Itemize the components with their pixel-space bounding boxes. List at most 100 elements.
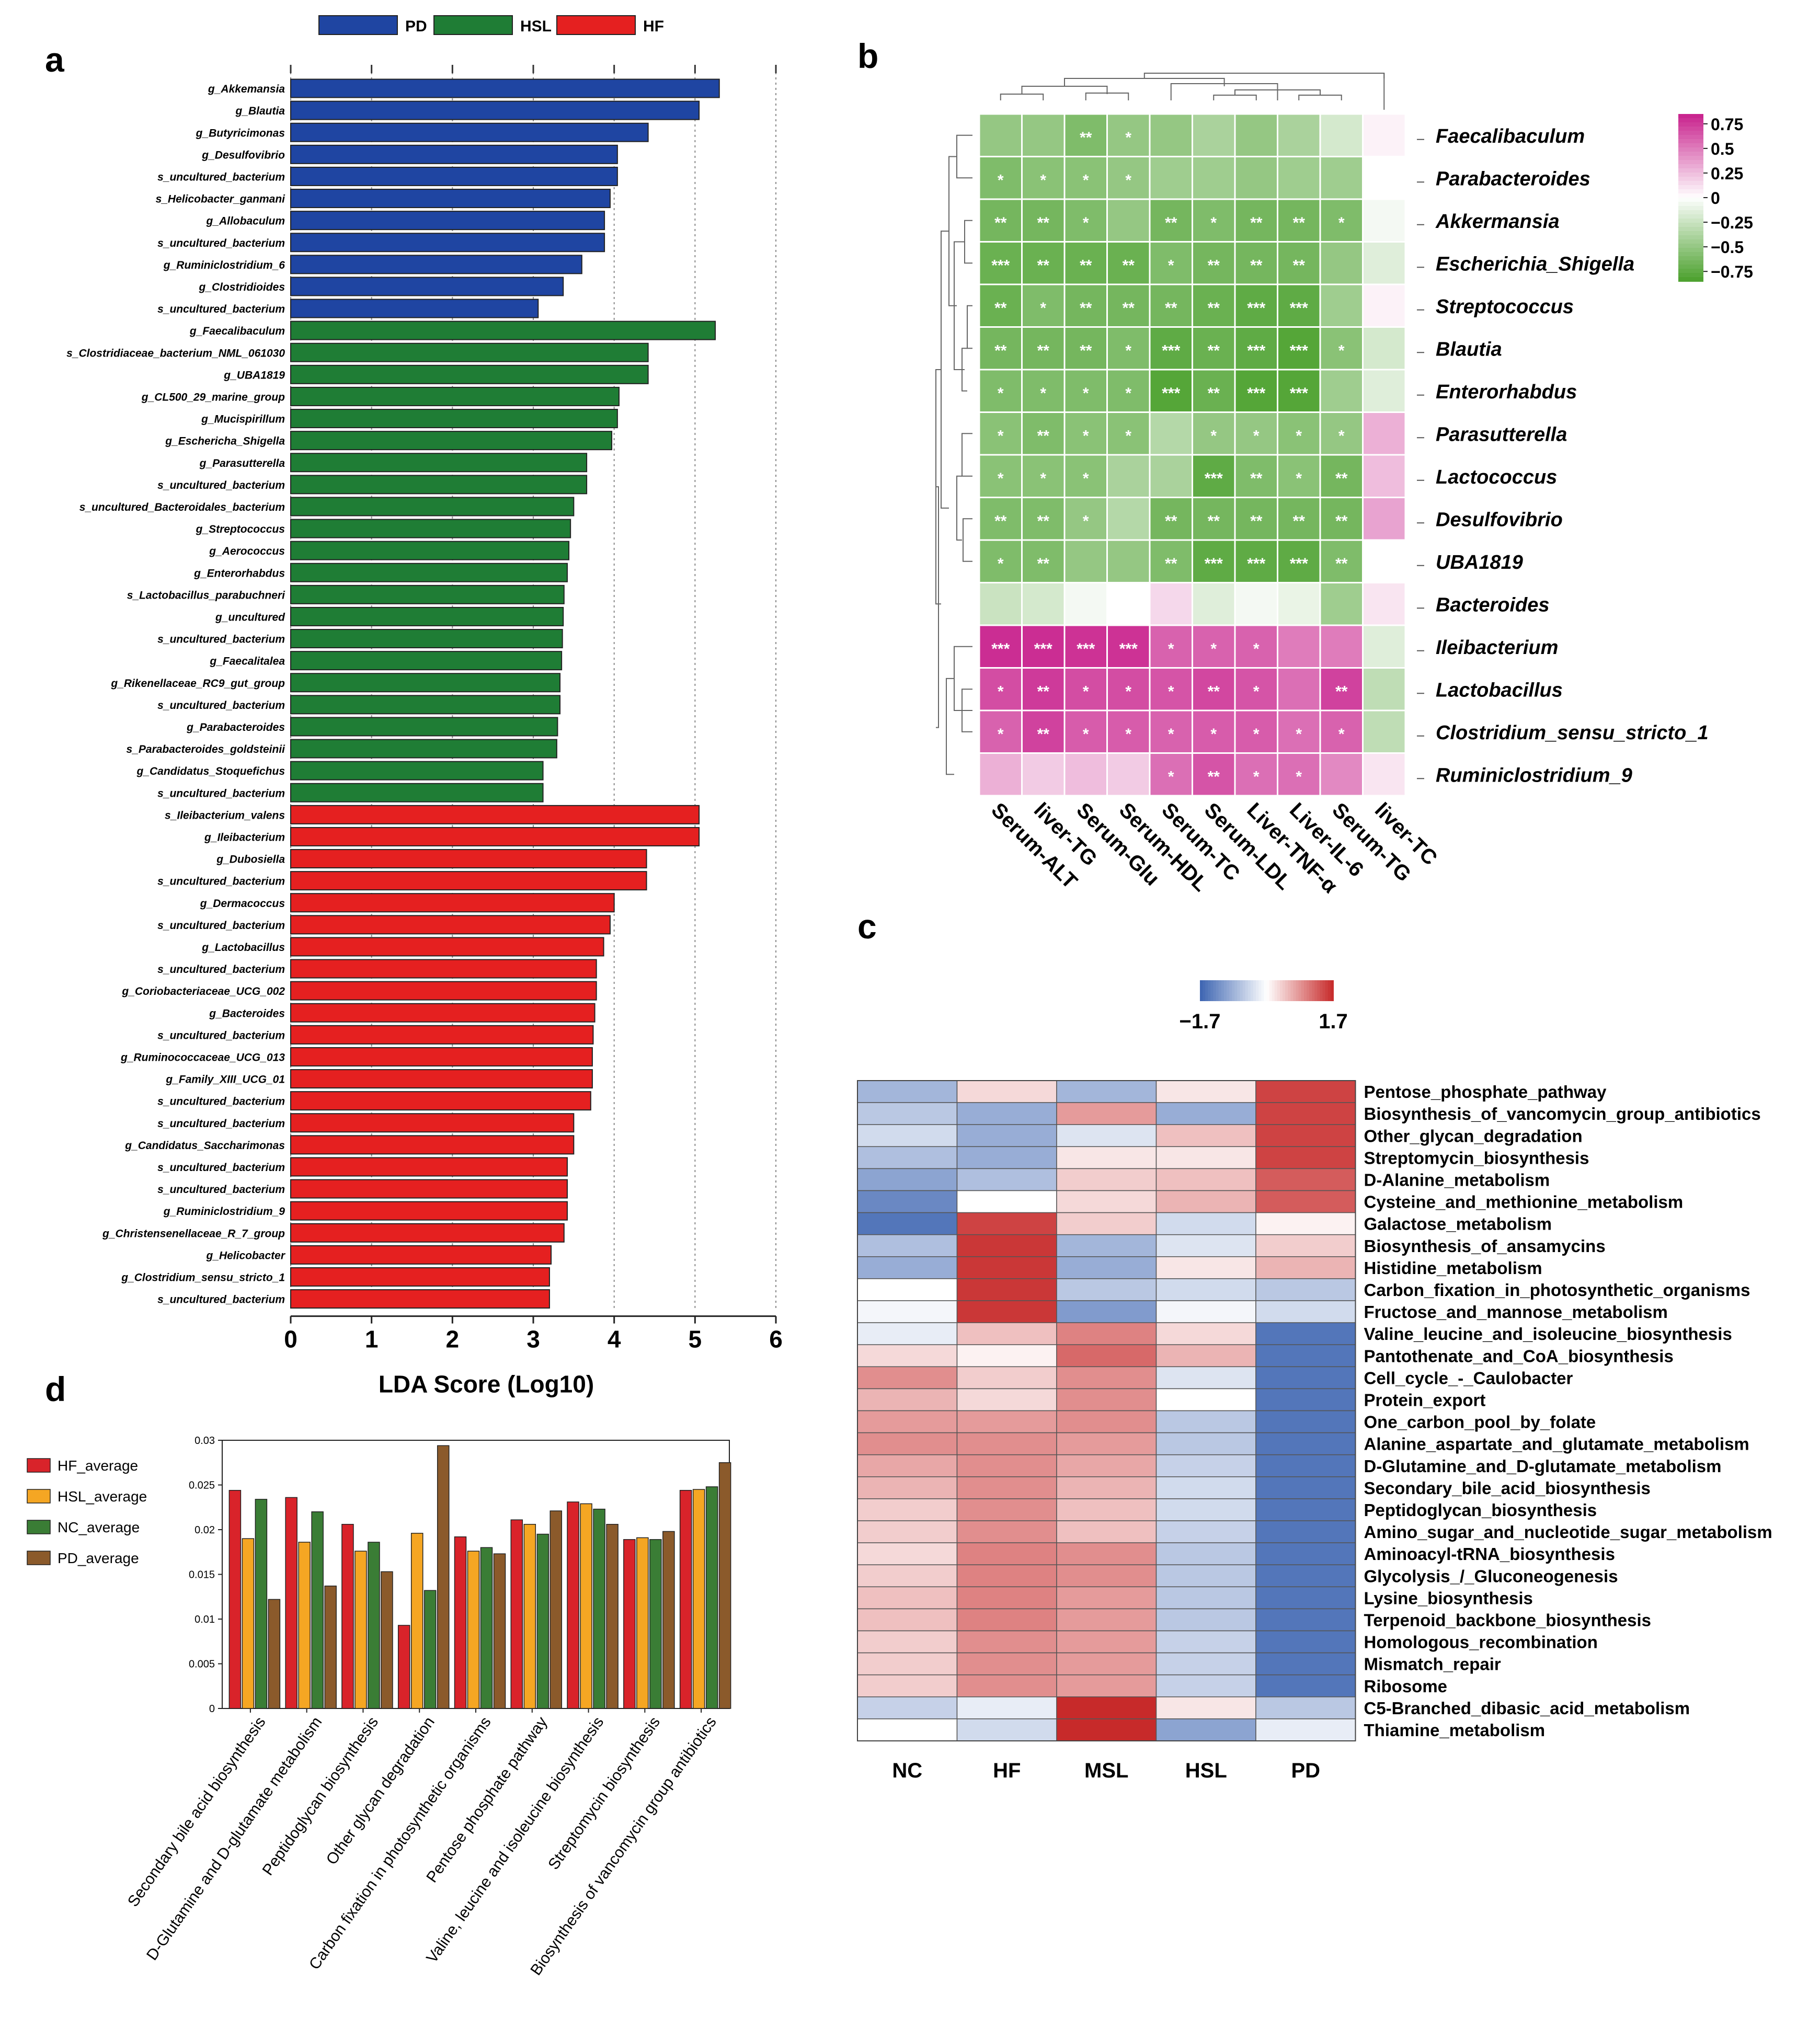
corr-cell bbox=[1063, 582, 1108, 626]
pathway-cell bbox=[1155, 1190, 1256, 1213]
taxon-label: g_Faecalitalea bbox=[209, 656, 285, 668]
pathway-cell bbox=[956, 1498, 1057, 1521]
pathway-cell bbox=[1255, 1652, 1356, 1676]
legend-max-label: 1.7 bbox=[1319, 1010, 1348, 1033]
legend-gradient-step bbox=[1678, 143, 1703, 148]
pathway-cell bbox=[1056, 1278, 1157, 1301]
pathway-cell bbox=[1056, 1190, 1157, 1213]
taxon-label: s_uncultured_bacterium bbox=[157, 1294, 285, 1306]
taxon-label: g_Ruminococcaceae_UCG_013 bbox=[120, 1051, 285, 1063]
legend-swatch-hf_average bbox=[27, 1458, 51, 1473]
legend-gradient-step bbox=[1678, 210, 1703, 215]
significance-mark: * bbox=[1338, 427, 1345, 444]
corr-cell bbox=[1149, 198, 1193, 243]
significance-mark: ** bbox=[1123, 257, 1135, 274]
legend-gradient-step bbox=[1237, 980, 1241, 1001]
taxon-label: s_uncultured_bacterium bbox=[157, 1118, 285, 1130]
bar-hsl_average bbox=[242, 1538, 255, 1709]
pathway-cell bbox=[1155, 1234, 1256, 1257]
heatmap-border bbox=[857, 1080, 1356, 1741]
significance-mark: * bbox=[1210, 640, 1217, 658]
significance-mark: ** bbox=[1165, 555, 1177, 572]
significance-mark: * bbox=[1083, 214, 1089, 232]
corr-cell bbox=[1234, 667, 1278, 712]
pathway-cell bbox=[1255, 1344, 1356, 1368]
pathway-cell bbox=[1155, 1388, 1256, 1412]
pathway-cell bbox=[857, 1234, 958, 1257]
corr-cell bbox=[1362, 709, 1406, 754]
col-dendrogram-link bbox=[1143, 73, 1385, 78]
lda-bar bbox=[290, 299, 539, 318]
corr-cell bbox=[978, 283, 1023, 328]
legend-swatch-pd bbox=[318, 15, 398, 35]
legend-tick-label: −0.75 bbox=[1711, 262, 1753, 281]
panel-label-b: b bbox=[857, 37, 878, 75]
legend-gradient-step bbox=[1327, 980, 1331, 1001]
pathway-cell bbox=[1056, 1300, 1157, 1323]
y-tick-label: 0.01 bbox=[194, 1614, 215, 1625]
corr-cell bbox=[1149, 241, 1193, 285]
significance-mark: * bbox=[1125, 342, 1131, 359]
legend-gradient-step bbox=[1678, 131, 1703, 135]
legend-swatch-hsl_average bbox=[27, 1489, 51, 1504]
significance-mark: * bbox=[1125, 385, 1131, 402]
corr-cell bbox=[1063, 667, 1108, 712]
corr-cell bbox=[1063, 283, 1108, 328]
pathway-cell bbox=[1056, 1454, 1157, 1477]
bar-nc_average bbox=[705, 1486, 718, 1709]
legend-gradient-step bbox=[1285, 980, 1289, 1001]
taxon-label: s_Lactobacillus_parabuchneri bbox=[127, 589, 285, 601]
significance-mark: * bbox=[1083, 385, 1089, 402]
corr-cell bbox=[1063, 539, 1108, 583]
corr-cell bbox=[1106, 497, 1151, 541]
corr-cell bbox=[1234, 454, 1278, 498]
row-label: Ileibacterium bbox=[1436, 637, 1558, 659]
significance-mark: * bbox=[998, 385, 1004, 402]
legend-gradient-step bbox=[1678, 239, 1703, 244]
legend-label-hf_average: HF_average bbox=[58, 1458, 138, 1474]
taxon-label: s_uncultured_bacterium bbox=[157, 876, 285, 888]
pathway-cell bbox=[1155, 1498, 1256, 1521]
significance-mark: *** bbox=[1290, 555, 1308, 572]
legend-gradient-step bbox=[1678, 244, 1703, 248]
corr-cell bbox=[1106, 752, 1151, 797]
col-dendrogram-link bbox=[1085, 93, 1129, 100]
corr-cell bbox=[1234, 709, 1278, 754]
pathway-cell bbox=[857, 1674, 958, 1697]
row-label: Parasutterella bbox=[1436, 423, 1567, 445]
legend-gradient-step bbox=[1293, 980, 1297, 1001]
lda-bar bbox=[290, 783, 544, 802]
significance-mark: *** bbox=[1162, 385, 1180, 402]
significance-mark: ** bbox=[1250, 257, 1263, 274]
pathway-cell bbox=[857, 1454, 958, 1477]
pathway-cell bbox=[1155, 1696, 1256, 1719]
bar-hf_average bbox=[567, 1501, 579, 1709]
significance-mark: ** bbox=[1293, 257, 1306, 274]
lda-bar bbox=[290, 915, 611, 935]
legend-gradient-step bbox=[1678, 256, 1703, 261]
legend-gradient-step bbox=[1678, 114, 1703, 119]
row-dendrogram-link bbox=[963, 518, 972, 562]
legend-gradient-step bbox=[1221, 980, 1224, 1001]
legend-gradient-step bbox=[1678, 122, 1703, 127]
legend-gradient-step bbox=[1678, 206, 1703, 211]
significance-mark: ** bbox=[994, 300, 1007, 317]
significance-mark: ** bbox=[1208, 512, 1220, 530]
pathway-cell bbox=[1155, 1520, 1256, 1543]
bar-nc_average bbox=[480, 1547, 493, 1709]
legend-gradient-step bbox=[1678, 273, 1703, 278]
lda-bar bbox=[290, 541, 570, 560]
lda-bar bbox=[290, 893, 615, 913]
legend-gradient-step bbox=[1227, 980, 1230, 1001]
pathway-cell bbox=[956, 1520, 1057, 1543]
legend-gradient-step bbox=[1274, 980, 1278, 1001]
legend-gradient-step bbox=[1245, 980, 1249, 1001]
corr-cell bbox=[1021, 198, 1066, 243]
y-tick-label: 0.02 bbox=[194, 1524, 215, 1536]
legend-swatch-hf bbox=[556, 15, 636, 35]
corr-cell bbox=[1149, 454, 1193, 498]
corr-cell bbox=[1021, 497, 1066, 541]
lda-bar bbox=[290, 1025, 594, 1045]
taxon-label: s_uncultured_bacterium bbox=[157, 920, 285, 932]
bar-hf_average bbox=[285, 1497, 297, 1709]
